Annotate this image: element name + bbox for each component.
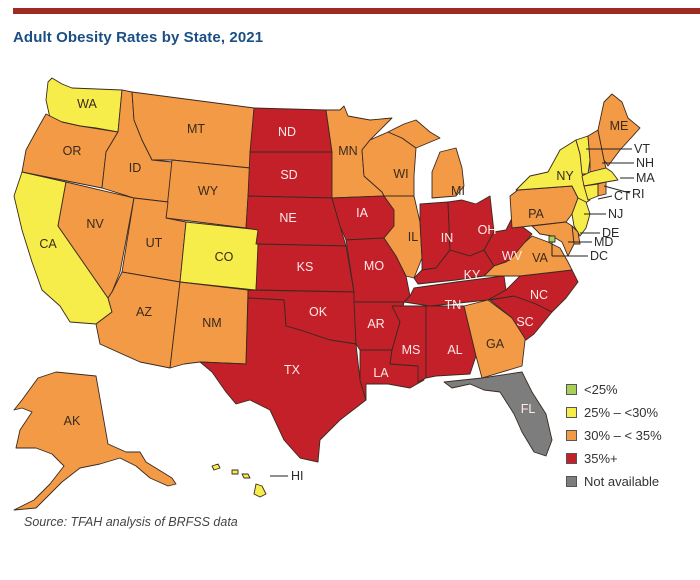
label-tn: TN <box>445 298 462 312</box>
label-ny: NY <box>556 169 574 183</box>
label-vt: VT <box>634 142 650 156</box>
label-al: AL <box>447 343 462 357</box>
state-mi-up[interactable] <box>387 119 441 149</box>
state-ri[interactable] <box>597 181 607 197</box>
label-wy: WY <box>198 184 219 198</box>
label-ok: OK <box>309 305 328 319</box>
label-me: ME <box>610 119 629 133</box>
legend-swatch-red <box>566 453 577 464</box>
state-mi[interactable] <box>431 147 465 199</box>
legend-item-30to35: 30% – < 35% <box>566 424 662 447</box>
state-pa[interactable] <box>509 185 579 229</box>
label-mt: MT <box>187 122 205 136</box>
label-tx: TX <box>284 363 301 377</box>
label-ky: KY <box>464 268 481 282</box>
label-ct: CT <box>614 189 631 203</box>
legend-swatch-gray <box>566 476 577 487</box>
label-ut: UT <box>146 236 163 250</box>
legend-label: 25% – <30% <box>584 405 659 420</box>
label-ca: CA <box>39 237 57 251</box>
label-ma: MA <box>636 171 655 185</box>
label-pa: PA <box>528 207 544 221</box>
label-ms: MS <box>402 343 421 357</box>
chart-title: Adult Obesity Rates by State, 2021 <box>13 29 264 46</box>
legend-swatch-green <box>566 384 577 395</box>
legend-item-25to30: 25% – <30% <box>566 401 662 424</box>
legend: <25% 25% – <30% 30% – < 35% 35%+ Not ava… <box>566 378 662 493</box>
label-wv: WV <box>502 249 523 263</box>
legend-item-na: Not available <box>566 470 662 493</box>
label-nj: NJ <box>608 207 623 221</box>
label-id: ID <box>129 161 142 175</box>
label-wa: WA <box>77 97 97 111</box>
state-hi-islands[interactable] <box>211 463 251 479</box>
label-la: LA <box>373 366 389 380</box>
legend-swatch-yellow <box>566 407 577 418</box>
label-ks: KS <box>297 260 314 274</box>
label-de: DE <box>602 226 619 240</box>
state-nc[interactable] <box>487 269 579 313</box>
label-nm: NM <box>202 316 221 330</box>
label-nc: NC <box>530 288 548 302</box>
state-ak[interactable] <box>13 371 177 511</box>
label-nd: ND <box>278 125 296 139</box>
legend-label: <25% <box>584 382 618 397</box>
legend-label: 30% – < 35% <box>584 428 662 443</box>
label-wi: WI <box>393 167 408 181</box>
label-az: AZ <box>136 305 152 319</box>
state-fl[interactable] <box>443 371 553 457</box>
source-note: Source: TFAH analysis of BRFSS data <box>24 515 238 529</box>
label-sd: SD <box>280 168 297 182</box>
legend-item-35plus: 35%+ <box>566 447 662 470</box>
state-il[interactable] <box>383 195 423 279</box>
label-md: MD <box>594 235 613 249</box>
label-hi: HI <box>291 469 304 483</box>
label-va: VA <box>532 251 548 265</box>
label-dc: DC <box>590 249 608 263</box>
label-mo: MO <box>364 259 384 273</box>
label-in: IN <box>441 231 454 245</box>
label-fl: FL <box>521 402 536 416</box>
label-ak: AK <box>64 414 81 428</box>
label-il: IL <box>408 230 418 244</box>
label-oh: OH <box>478 223 497 237</box>
state-tx[interactable] <box>199 297 367 463</box>
label-or: OR <box>63 144 82 158</box>
top-accent-bar <box>13 8 700 14</box>
legend-label: Not available <box>584 474 660 489</box>
legend-label: 35%+ <box>584 451 618 466</box>
state-hi[interactable] <box>253 483 267 498</box>
label-ia: IA <box>356 206 368 220</box>
label-ga: GA <box>486 337 505 351</box>
label-mi: MI <box>451 184 465 198</box>
state-wv[interactable] <box>483 217 533 267</box>
label-ri: RI <box>632 187 645 201</box>
legend-item-lt25: <25% <box>566 378 662 401</box>
label-mn: MN <box>338 144 357 158</box>
label-nv: NV <box>86 217 104 231</box>
state-nj[interactable] <box>571 197 591 237</box>
label-ne: NE <box>279 211 296 225</box>
label-sc: SC <box>516 315 533 329</box>
state-dc[interactable] <box>548 235 556 243</box>
label-co: CO <box>215 250 234 264</box>
label-nh: NH <box>636 156 654 170</box>
label-ar: AR <box>367 317 384 331</box>
legend-swatch-orange <box>566 430 577 441</box>
state-ga[interactable] <box>463 299 527 379</box>
